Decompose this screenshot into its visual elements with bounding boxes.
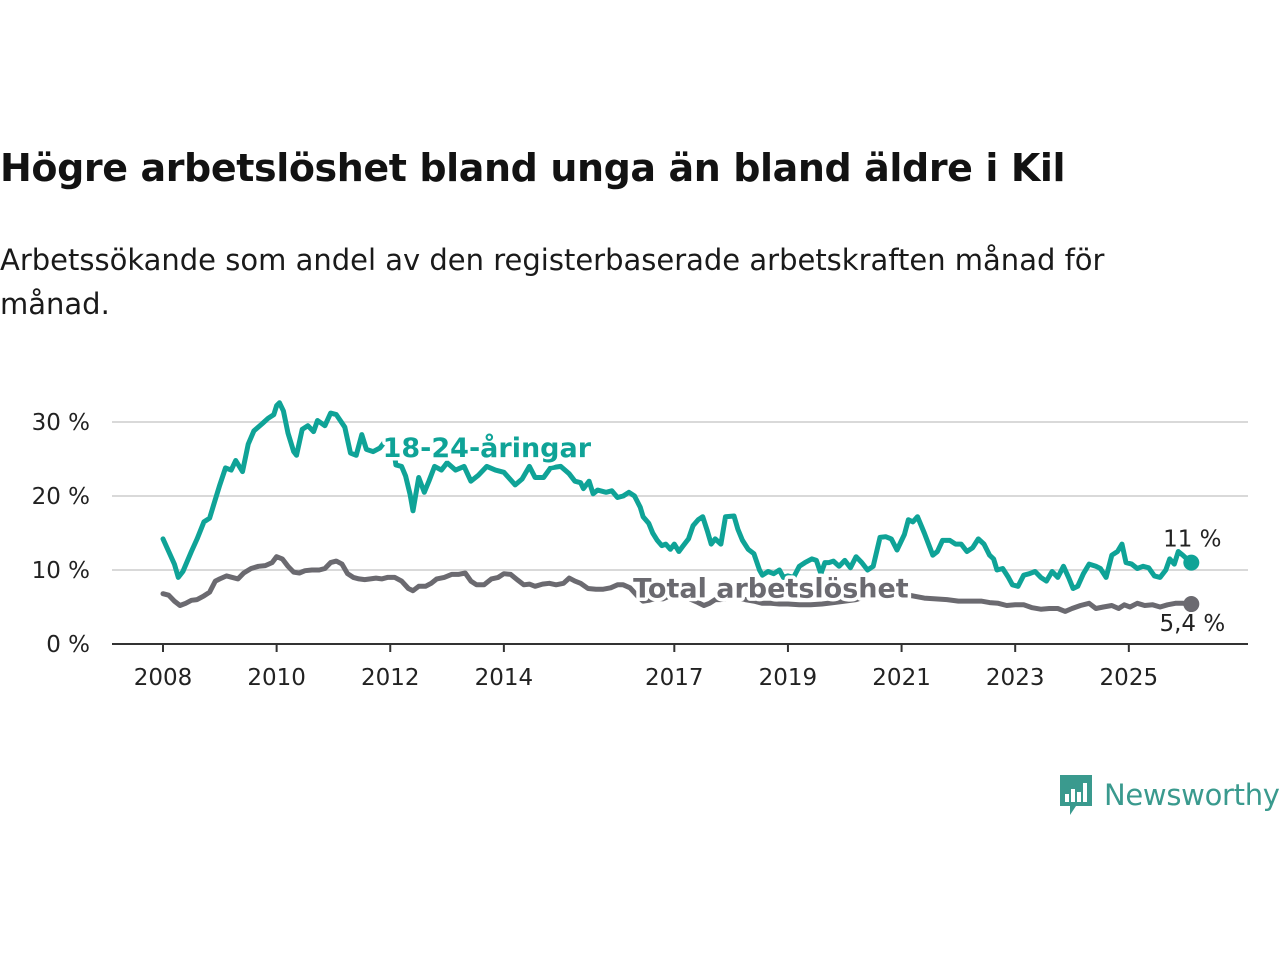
series-lines: [160, 400, 1200, 614]
chart-subtitle: Arbetssökande som andel av den registerb…: [0, 243, 1105, 321]
series-end-label: 11 %: [1163, 527, 1221, 553]
brand-name: Newsworthy: [1104, 778, 1280, 812]
x-tick-label: 2025: [1100, 665, 1159, 691]
x-tick-label: 2012: [361, 665, 420, 691]
x-axis: 2008 2010 2012 2014 2017 2019 2021 2023 2025: [112, 643, 1248, 691]
series-end-dot: [1183, 596, 1200, 613]
x-tick-label: 2021: [872, 665, 931, 691]
y-tick-label: 30 %: [32, 410, 90, 436]
x-tick-label: 2010: [247, 665, 306, 691]
series-end-label: 5,4 %: [1159, 611, 1225, 637]
x-tick-label: 2014: [475, 665, 534, 691]
chart-title: Högre arbetslöshet bland unga än bland ä…: [0, 146, 1066, 190]
y-axis: 0 % 10 % 20 % 30 %: [32, 410, 90, 658]
x-tick-label: 2019: [759, 665, 818, 691]
x-tick-label: 2023: [986, 665, 1045, 691]
series-end-dot: [1183, 554, 1200, 571]
series-annotations: 11 % 5,4 % 18-24-åringar Total arbetslöshet: [379, 428, 1225, 637]
y-tick-label: 0 %: [46, 632, 90, 658]
x-tick-label: 2017: [645, 665, 704, 691]
newsworthy-logo: Newsworthy: [1058, 772, 1280, 818]
x-tick-label: 2008: [134, 665, 193, 691]
y-tick-label: 10 %: [32, 558, 90, 584]
series-line-total: [160, 554, 1194, 614]
y-tick-label: 20 %: [32, 484, 90, 510]
series-annotation: 18-24-åringar: [383, 432, 592, 464]
series-line-youth: [160, 400, 1194, 591]
bar-chart-speech-bubble-icon: [1060, 775, 1092, 815]
line-chart: 0 % 10 % 20 % 30 % 2008 2010 2012 2014 2017 2019…: [32, 400, 1248, 691]
series-annotation: Total arbetslöshet: [633, 573, 909, 604]
